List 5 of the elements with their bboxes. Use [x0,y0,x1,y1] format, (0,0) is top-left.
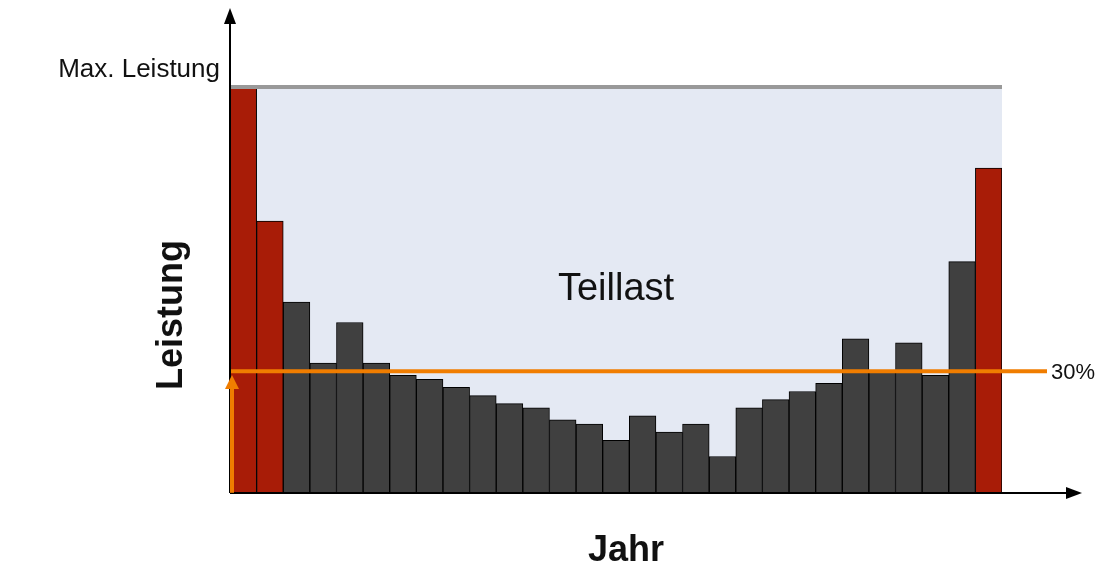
y-axis-title: Leistung [148,240,190,390]
x-axis-title: Jahr [587,527,665,569]
band-label: Teillast [557,266,675,309]
ref-line-label: Max. Leistung [58,53,220,84]
ref-line-label: 30% [1051,359,1096,385]
